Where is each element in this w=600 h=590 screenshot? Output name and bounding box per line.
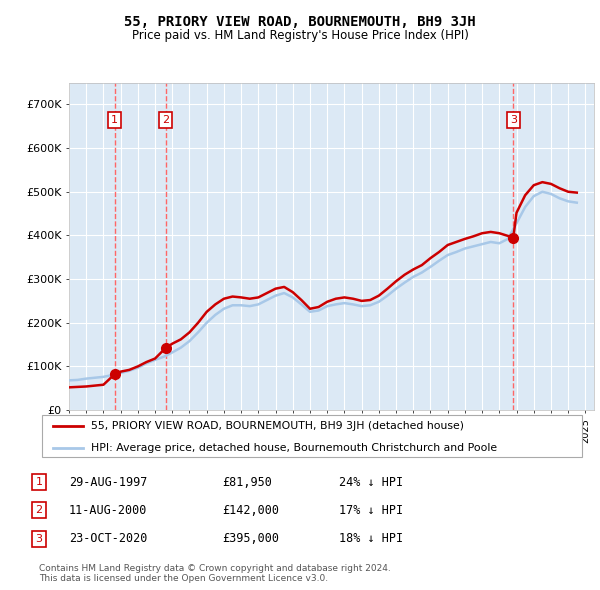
Text: Contains HM Land Registry data © Crown copyright and database right 2024.
This d: Contains HM Land Registry data © Crown c… (39, 563, 391, 583)
Text: 23-OCT-2020: 23-OCT-2020 (69, 532, 148, 545)
Text: 1: 1 (35, 477, 43, 487)
Text: 3: 3 (510, 115, 517, 125)
Text: 55, PRIORY VIEW ROAD, BOURNEMOUTH, BH9 3JH: 55, PRIORY VIEW ROAD, BOURNEMOUTH, BH9 3… (124, 15, 476, 29)
Text: 3: 3 (35, 534, 43, 543)
Text: 17% ↓ HPI: 17% ↓ HPI (339, 504, 403, 517)
Text: 11-AUG-2000: 11-AUG-2000 (69, 504, 148, 517)
Text: Price paid vs. HM Land Registry's House Price Index (HPI): Price paid vs. HM Land Registry's House … (131, 29, 469, 42)
Text: 18% ↓ HPI: 18% ↓ HPI (339, 532, 403, 545)
Text: 2: 2 (35, 506, 43, 515)
Text: 2: 2 (162, 115, 169, 125)
Text: 1: 1 (111, 115, 118, 125)
Text: HPI: Average price, detached house, Bournemouth Christchurch and Poole: HPI: Average price, detached house, Bour… (91, 443, 497, 453)
Text: 29-AUG-1997: 29-AUG-1997 (69, 476, 148, 489)
Text: £142,000: £142,000 (222, 504, 279, 517)
Text: 55, PRIORY VIEW ROAD, BOURNEMOUTH, BH9 3JH (detached house): 55, PRIORY VIEW ROAD, BOURNEMOUTH, BH9 3… (91, 421, 464, 431)
Text: 24% ↓ HPI: 24% ↓ HPI (339, 476, 403, 489)
FancyBboxPatch shape (42, 415, 582, 457)
Text: £81,950: £81,950 (222, 476, 272, 489)
Text: £395,000: £395,000 (222, 532, 279, 545)
